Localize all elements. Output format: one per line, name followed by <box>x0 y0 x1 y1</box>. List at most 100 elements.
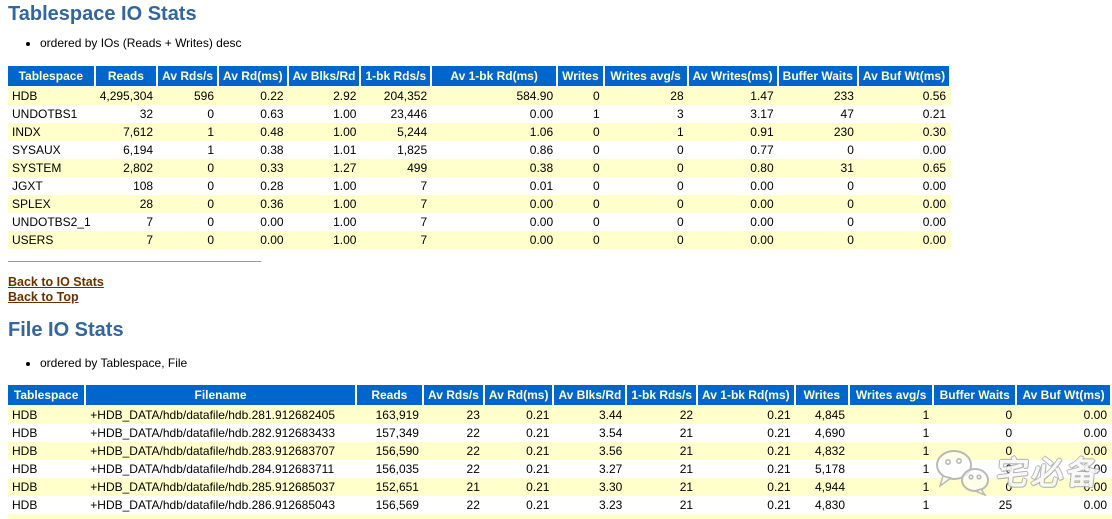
table-row: INDX 7,612 1 0.48 1.00 5,244 1.06 0 1 0.91 230 0.30 <box>8 123 952 141</box>
table-cell: 3.56 <box>554 442 628 460</box>
table-cell <box>8 514 1112 519</box>
table-cell: +HDB_DATA/hdb/datafile/hdb.283.912683707 <box>86 442 357 460</box>
column-header: 1-bk Rds/s <box>361 66 433 87</box>
file-io-heading: File IO Stats <box>8 319 124 341</box>
table-cell: HDB <box>8 406 87 424</box>
table-cell: 0 <box>158 231 219 249</box>
table-cell: 21 <box>423 478 485 496</box>
table-cell: 152,651 <box>356 478 424 496</box>
table-cell: 7 <box>361 195 433 213</box>
column-header: Buffer Waits <box>934 385 1018 406</box>
table-cell: 1.00 <box>333 107 357 121</box>
table-cell: 0 <box>592 179 600 193</box>
table-cell: 2.92 <box>288 87 362 105</box>
table-cell: 584.90 <box>432 87 559 105</box>
table-cell: JGXT <box>12 179 43 193</box>
table-cell: 28 <box>95 195 159 213</box>
table-cell: 3.44 <box>554 406 628 424</box>
tablespace-io-table: Tablespace Reads Av Rds/s Av Rd(ms) Av Blks/… <box>8 66 952 249</box>
table-cell: SYSAUX <box>12 143 61 157</box>
column-header: Av Blks/Rd <box>554 385 628 406</box>
table-cell: 1 <box>850 442 935 460</box>
table-cell: 7 <box>420 215 428 229</box>
table-row: HDB +HDB_DATA/hdb/datafile/hdb.283.912683… <box>8 442 1112 460</box>
table-cell: 22 <box>466 462 480 476</box>
table-cell: 0.00 <box>529 215 554 229</box>
table-cell: HDB <box>12 462 38 476</box>
table-cell: 0 <box>604 159 689 177</box>
table-cell: 0 <box>604 231 689 249</box>
table-cell: 0.21 <box>767 498 791 512</box>
table-cell: HDB <box>8 478 87 496</box>
table-row: HDB +HDB_DATA/hdb/datafile/hdb.281.912682… <box>8 406 1112 424</box>
column-header: Writes avg/s <box>850 385 935 406</box>
table-cell: HDB <box>8 442 87 460</box>
table-cell: HDB <box>12 498 38 512</box>
back-to-top-link[interactable]: Back to Top <box>8 290 79 304</box>
table-cell: 499 <box>361 159 433 177</box>
table-cell: 0 <box>558 231 605 249</box>
table-cell: 204,352 <box>361 87 433 105</box>
table-cell: 0 <box>676 179 684 193</box>
file-io-table: Tablespace Filename Reads Av Rds/s Av Rd(ms)… <box>8 385 1112 519</box>
table-cell: 1.00 <box>288 195 362 213</box>
table-cell: 0.00 <box>922 143 947 157</box>
column-header: Av Writes(ms) <box>688 66 779 87</box>
table-cell: 0.56 <box>858 87 952 105</box>
column-header: Av Blks/Rd <box>288 66 362 87</box>
table-cell: 0 <box>934 442 1018 460</box>
table-cell: 22 <box>423 442 485 460</box>
back-to-io-stats-link[interactable]: Back to IO Stats <box>8 275 104 289</box>
table-cell: 1 <box>850 406 935 424</box>
table-cell: 1 <box>207 143 214 157</box>
table-cell: 0.00 <box>1083 462 1107 476</box>
column-header: Reads <box>356 385 424 406</box>
table-cell: 0 <box>158 159 219 177</box>
table-row: SYSAUX 6,194 1 0.38 1.01 1,825 0.86 0 0 0.77 0 0.00 <box>8 141 951 159</box>
column-header: Writes <box>795 385 851 406</box>
table-cell: 1 <box>922 426 930 440</box>
table-cell: SPLEX <box>8 195 96 213</box>
table-cell: 0.21 <box>526 462 550 476</box>
table-cell: 7,612 <box>95 123 159 141</box>
table-cell: 0.21 <box>526 498 550 512</box>
table-cell: 3.30 <box>554 478 628 496</box>
table-cell: 0.00 <box>858 195 952 213</box>
table-cell: 0 <box>604 195 689 213</box>
table-cell: 0.80 <box>688 159 779 177</box>
table-cell: 47 <box>840 107 854 121</box>
tablespace-io-notes: ordered by IOs (Reads + Writes) desc <box>8 36 1112 51</box>
table-cell: HDB <box>12 426 38 440</box>
table-cell: 1 <box>922 462 930 476</box>
table-cell: 156,569 <box>375 498 419 512</box>
table-cell: 4,845 <box>795 406 851 424</box>
table-cell: 0.38 <box>260 143 284 157</box>
table-cell: 0.77 <box>750 143 774 157</box>
table-cell: 0 <box>158 195 219 213</box>
table-cell: 0.00 <box>1083 498 1107 512</box>
table-cell: 0.86 <box>529 143 554 157</box>
table-cell: 7 <box>95 231 159 249</box>
table-cell: 0 <box>558 159 605 177</box>
table-cell: 0.65 <box>858 159 952 177</box>
table-cell: +HDB_DATA/hdb/datafile/hdb.285.912685037 <box>86 478 357 496</box>
table-row: HDB +HDB_DATA/hdb/datafile/hdb.284.912683… <box>8 460 1112 478</box>
table-cell: 596 <box>158 87 219 105</box>
table-cell: 0.21 <box>484 406 555 424</box>
table-cell: 3.23 <box>599 498 623 512</box>
table-row: SPLEX 28 0 0.36 1.00 7 0.00 0 0 0.00 0 0.00 <box>8 195 952 213</box>
table-cell: 0 <box>558 87 605 105</box>
table-cell: 3 <box>676 107 684 121</box>
table-cell: 6,194 <box>123 143 154 157</box>
table-cell: 28 <box>604 87 689 105</box>
table-cell: 3.54 <box>599 426 623 440</box>
table-row: USERS 7 0 0.00 1.00 7 0.00 0 0 0.00 0 0.00 <box>8 231 952 249</box>
table-cell: 1.06 <box>432 123 559 141</box>
table-cell: UNDOTBS1 <box>12 107 78 121</box>
table-cell: 0.01 <box>529 179 554 193</box>
table-cell: 0 <box>934 406 1018 424</box>
column-header: Av Buf Wt(ms) <box>858 66 952 87</box>
table-cell: 0.00 <box>1017 478 1112 496</box>
table-cell: 4,944 <box>795 478 851 496</box>
table-cell: 156,590 <box>356 442 424 460</box>
